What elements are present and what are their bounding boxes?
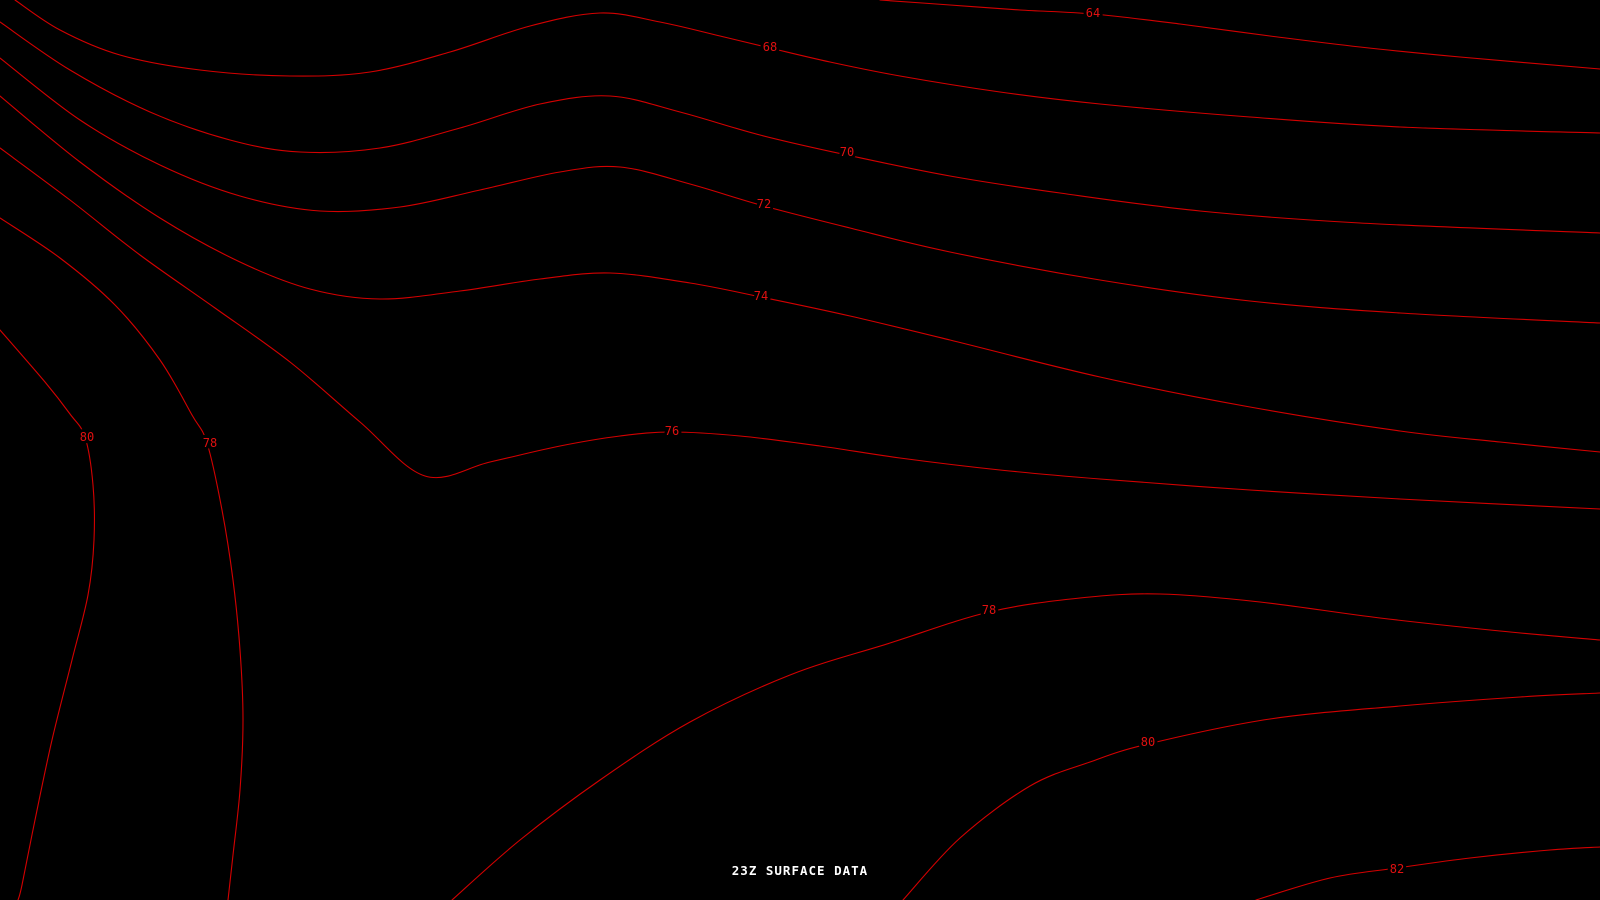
contour-label-70: 70 bbox=[840, 145, 854, 159]
contour-line-78-right bbox=[451, 593, 1600, 900]
contour-line-70 bbox=[0, 21, 1600, 234]
contour-line-82 bbox=[1255, 846, 1600, 900]
contour-label-80: 80 bbox=[80, 430, 94, 444]
contour-label-74: 74 bbox=[754, 289, 768, 303]
contour-line-64 bbox=[879, 0, 1600, 70]
contour-line-68 bbox=[14, 0, 1600, 134]
contour-label-82: 82 bbox=[1390, 862, 1404, 876]
contour-label-72: 72 bbox=[757, 197, 771, 211]
contour-line-78-left bbox=[0, 217, 244, 900]
contour-label-68: 68 bbox=[763, 40, 777, 54]
contour-label-76: 76 bbox=[665, 424, 679, 438]
contour-line-80-left bbox=[0, 329, 95, 900]
contour-line-76 bbox=[0, 147, 1600, 510]
contour-line-74 bbox=[0, 95, 1600, 453]
contour-label-64: 64 bbox=[1086, 6, 1100, 20]
contour-label-78: 78 bbox=[982, 603, 996, 617]
contour-line-80-right bbox=[902, 692, 1600, 900]
contour-line-72 bbox=[0, 57, 1600, 324]
contour-label-78: 78 bbox=[203, 436, 217, 450]
map-title: 23Z SURFACE DATA bbox=[731, 863, 869, 878]
contour-label-80: 80 bbox=[1141, 735, 1155, 749]
